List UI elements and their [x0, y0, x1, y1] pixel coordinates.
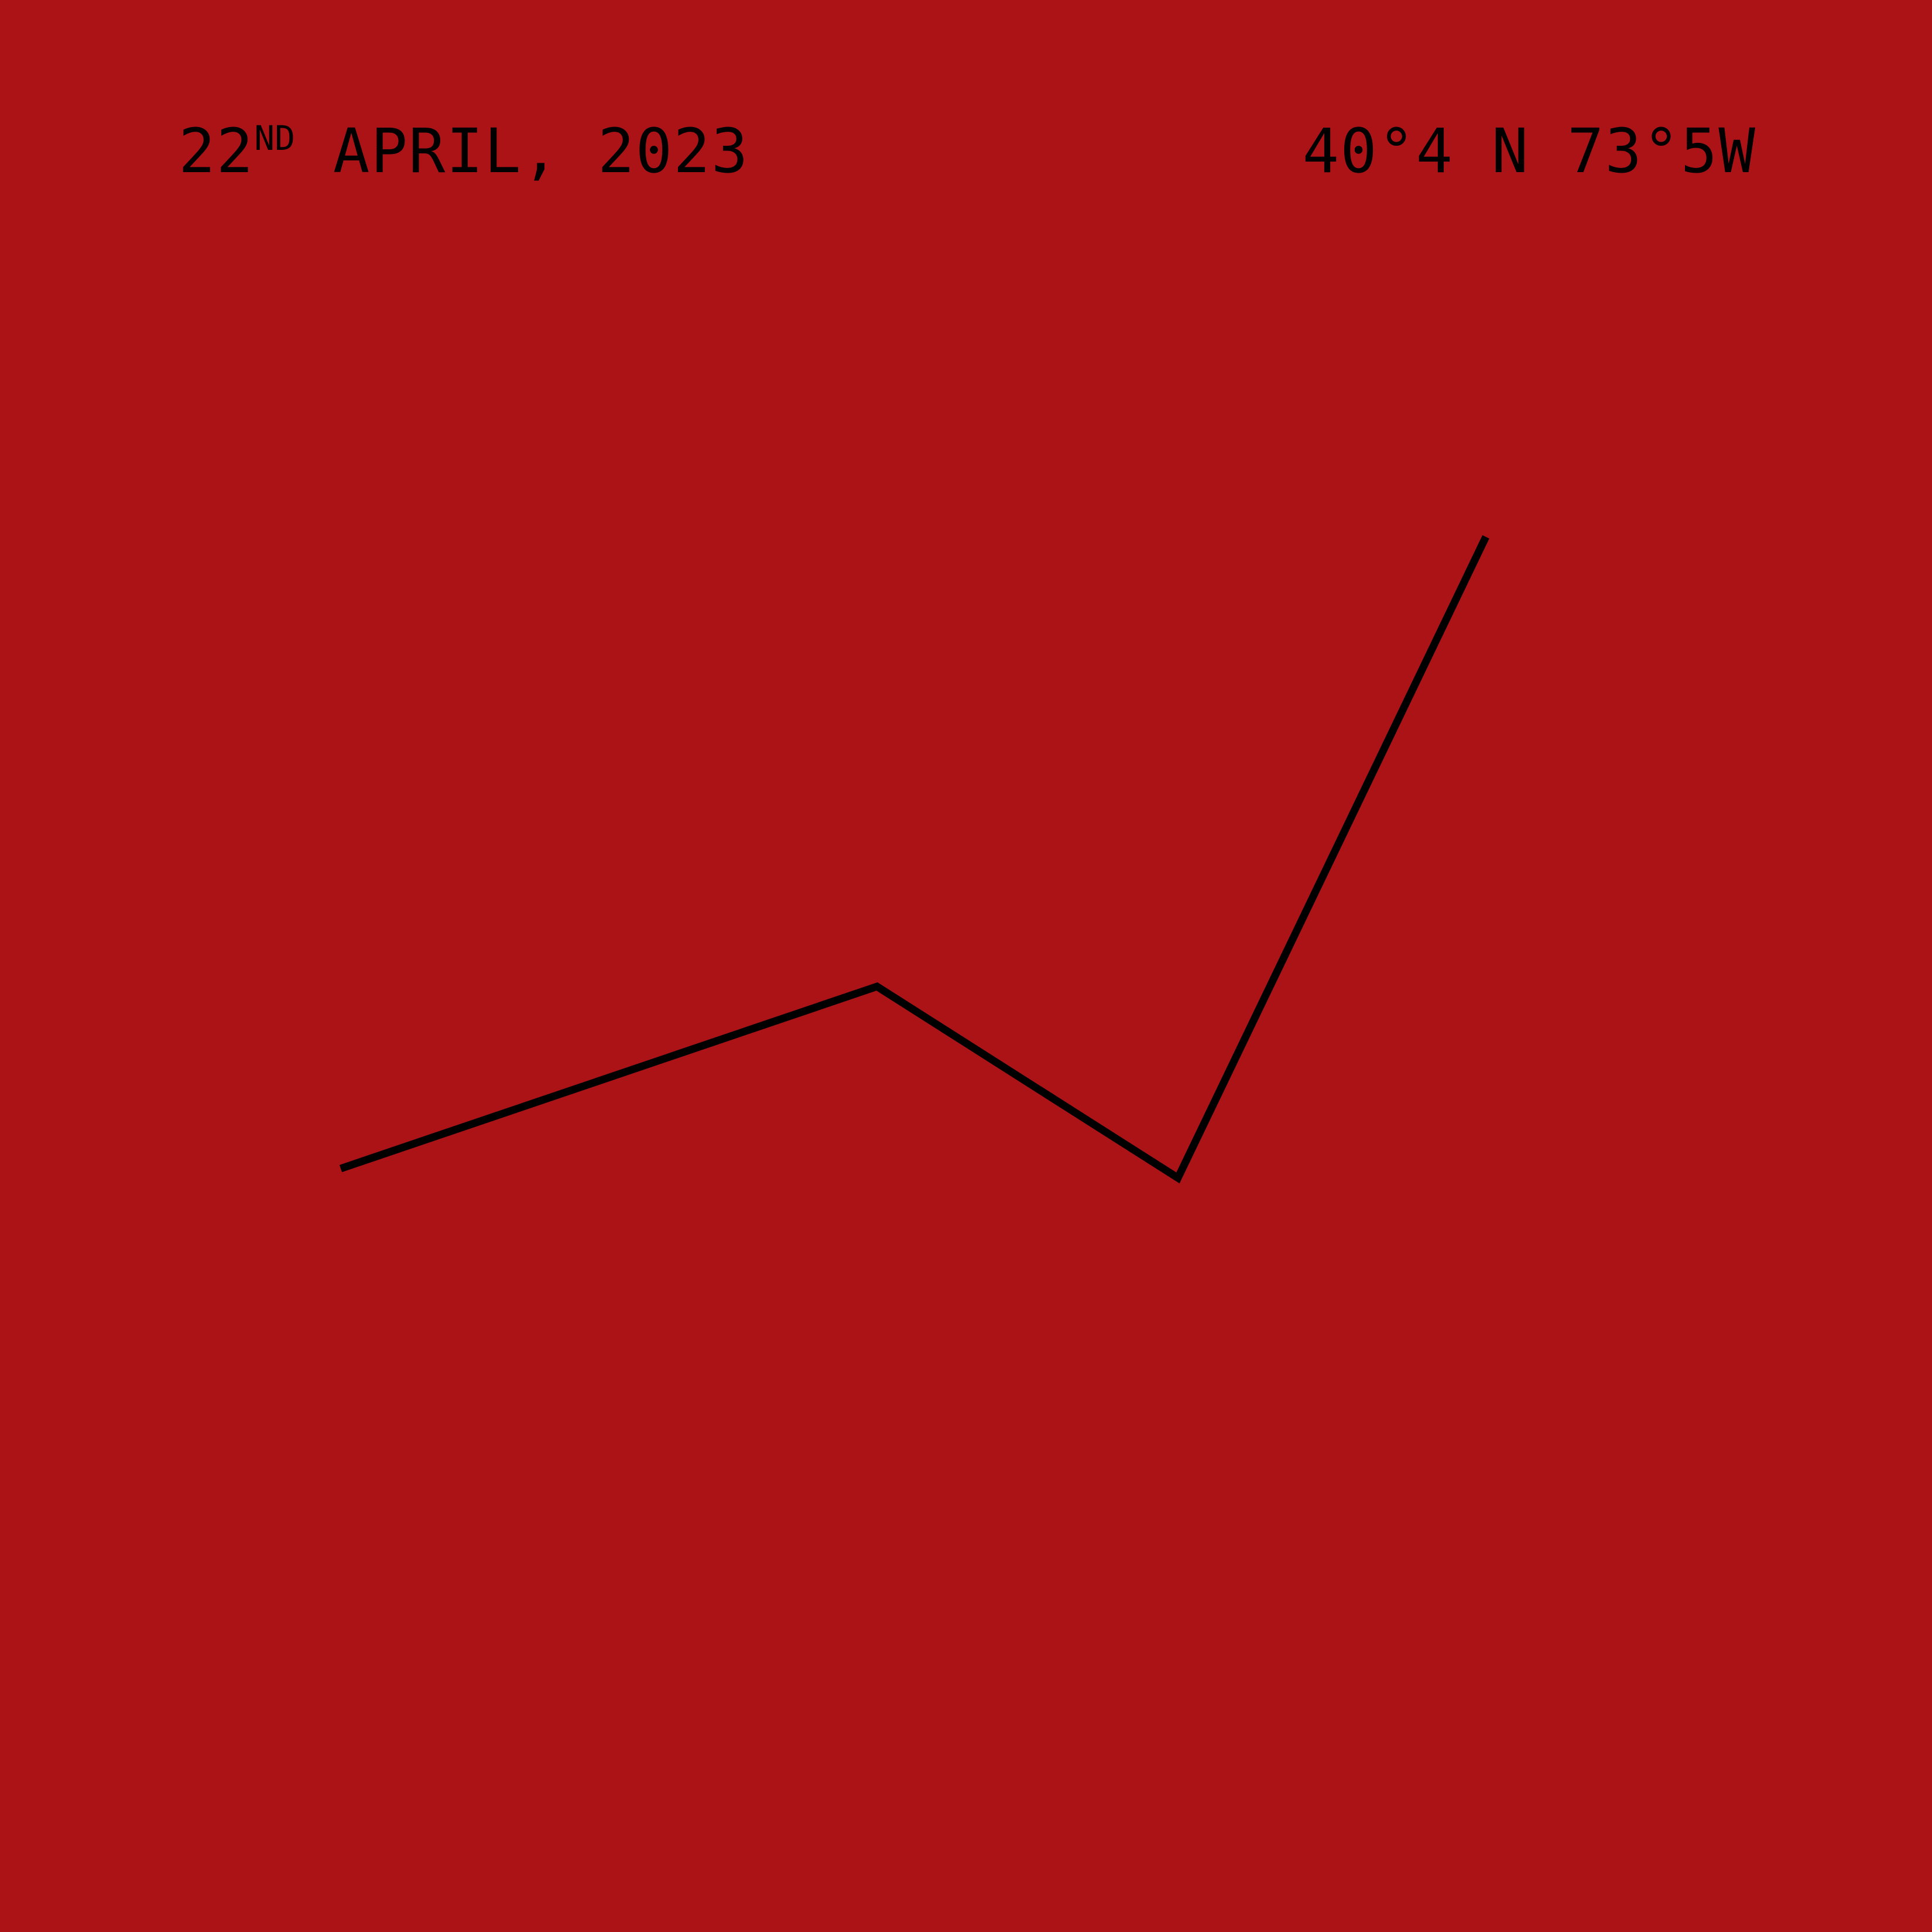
date-month-year: APRIL, 2023 [333, 115, 749, 187]
date-ordinal-suffix: ND [254, 118, 296, 158]
date-label: 22ND APRIL, 2023 [179, 110, 749, 192]
zigzag-line [339, 535, 1489, 1184]
date-day: 22 [179, 115, 255, 187]
coordinates-label: 40°4 N 73°5W [1302, 115, 1756, 187]
